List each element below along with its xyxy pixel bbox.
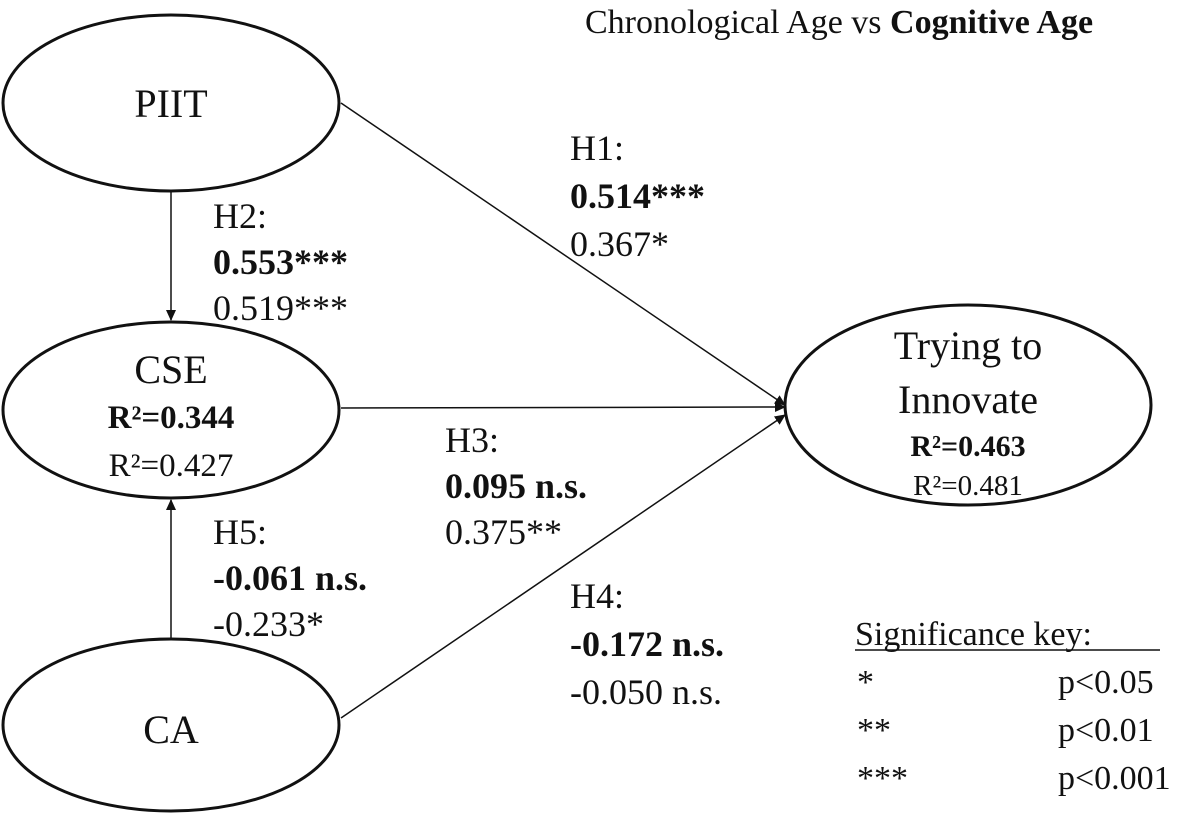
- significance-key-meaning: p<0.01: [1058, 712, 1154, 749]
- diagram-header: Chronological Age vs Cognitive Age: [585, 6, 1093, 40]
- h1-path-line: [340, 102, 786, 406]
- significance-key-symbol: **: [857, 712, 891, 749]
- trying-node-label-line2: Innovate: [898, 377, 1038, 422]
- h3-label: H3:: [445, 420, 499, 460]
- h2-coef-chronological: 0.519***: [213, 288, 348, 328]
- h5-coef-chronological: -0.233*: [213, 604, 324, 644]
- ca-node-label: CA: [143, 707, 199, 752]
- significance-key-meaning: p<0.001: [1058, 760, 1171, 797]
- h3-coef-chronological: 0.375**: [445, 512, 562, 552]
- h5-label: H5:: [213, 512, 267, 552]
- h3-coef-cognitive: 0.095 n.s.: [445, 466, 588, 506]
- trying-r2-cognitive: R²=0.463: [910, 430, 1026, 463]
- significance-key-symbol: *: [857, 664, 874, 701]
- piit-node-shape: [1, 13, 341, 193]
- cse-node-label: CSE: [134, 347, 208, 392]
- h4-coef-cognitive: -0.172 n.s.: [570, 624, 725, 664]
- cse-node-shape: [1, 320, 341, 500]
- trying-r2-chronological: R²=0.481: [913, 470, 1023, 502]
- h1-label: H1:: [570, 128, 624, 168]
- header-normal-text: Chronological Age vs: [585, 4, 891, 41]
- significance-key-title: Significance key:: [855, 616, 1092, 653]
- significance-key-meaning: p<0.05: [1058, 664, 1154, 701]
- h4-coef-chronological: -0.050 n.s.: [570, 672, 722, 712]
- h2-label: H2:: [213, 196, 267, 236]
- h1-coef-cognitive: 0.514***: [570, 176, 705, 216]
- piit-node-label: PIIT: [134, 81, 208, 126]
- h4-label: H4:: [570, 576, 624, 616]
- cse-r2-cognitive: R²=0.344: [107, 400, 235, 436]
- significance-key-symbol: ***: [857, 760, 908, 797]
- ca-node-shape: [1, 637, 341, 813]
- h2-coef-cognitive: 0.553***: [213, 242, 348, 282]
- h4-path-line: [340, 414, 786, 719]
- h3-path-line: [340, 402, 786, 413]
- cse-r2-chronological: R²=0.427: [108, 448, 234, 484]
- trying-node-label-line1: Trying to: [893, 323, 1043, 368]
- h5-coef-cognitive: -0.061 n.s.: [213, 558, 368, 598]
- h1-coef-chronological: 0.367*: [570, 224, 669, 264]
- header-bold-text: Cognitive Age: [890, 4, 1094, 41]
